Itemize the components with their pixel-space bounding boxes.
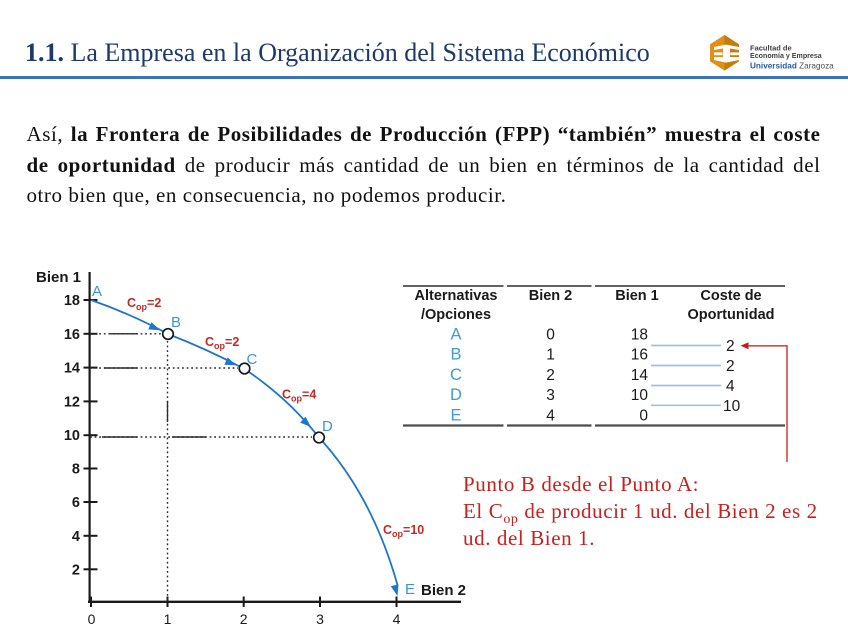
svg-text:12: 12 [64, 394, 80, 410]
svg-text:E: E [405, 581, 415, 598]
svg-text:2: 2 [726, 358, 735, 375]
svg-text:Bien 2: Bien 2 [421, 582, 466, 599]
svg-text:2: 2 [240, 611, 248, 627]
svg-text:3: 3 [546, 387, 555, 404]
svg-text:D: D [322, 418, 333, 435]
svg-text:C: C [450, 366, 462, 384]
svg-text:Cop=4: Cop=4 [282, 388, 316, 404]
svg-text:2: 2 [726, 338, 735, 355]
svg-text:A: A [450, 326, 461, 344]
svg-text:/Opciones: /Opciones [421, 307, 491, 323]
svg-text:10: 10 [64, 428, 80, 444]
svg-text:C: C [247, 351, 258, 368]
svg-text:10: 10 [723, 398, 741, 415]
svg-text:16: 16 [64, 327, 80, 343]
svg-text:14: 14 [64, 361, 80, 377]
svg-text:6: 6 [72, 495, 80, 511]
svg-text:2: 2 [546, 367, 555, 384]
svg-text:Bien 1: Bien 1 [615, 288, 659, 304]
svg-text:1: 1 [546, 347, 555, 364]
svg-text:8: 8 [72, 462, 80, 478]
svg-text:0: 0 [639, 407, 648, 424]
svg-text:Universidad Zaragoza: Universidad Zaragoza [750, 62, 834, 71]
svg-text:4: 4 [72, 529, 80, 545]
svg-text:16: 16 [631, 347, 648, 364]
svg-text:Alternativas: Alternativas [414, 288, 497, 304]
svg-text:E: E [450, 406, 461, 424]
svg-text:0: 0 [88, 611, 96, 627]
svg-text:18: 18 [64, 293, 80, 309]
svg-text:Bien 1: Bien 1 [36, 269, 81, 286]
svg-text:2: 2 [72, 562, 80, 578]
svg-text:Cop=2: Cop=2 [127, 296, 161, 312]
svg-text:18: 18 [631, 327, 648, 344]
svg-text:B: B [450, 346, 461, 364]
svg-text:Cop=2: Cop=2 [205, 335, 239, 351]
svg-text:Cop=10: Cop=10 [383, 523, 424, 539]
svg-text:Bien 2: Bien 2 [529, 288, 573, 304]
svg-text:3: 3 [316, 611, 324, 627]
svg-text:Coste de: Coste de [700, 288, 761, 304]
svg-text:Economía y Empresa: Economía y Empresa [750, 52, 822, 60]
svg-text:D: D [450, 386, 462, 404]
svg-text:1: 1 [164, 611, 172, 627]
svg-text:B: B [171, 314, 181, 331]
svg-text:14: 14 [631, 367, 649, 384]
svg-text:0: 0 [546, 327, 555, 344]
svg-text:Oportunidad: Oportunidad [688, 307, 775, 323]
svg-text:Facultad de: Facultad de [750, 44, 792, 53]
svg-text:10: 10 [631, 387, 649, 404]
svg-text:4: 4 [393, 611, 401, 627]
svg-text:4: 4 [726, 378, 735, 395]
svg-text:A: A [92, 283, 102, 300]
svg-text:4: 4 [546, 407, 555, 424]
